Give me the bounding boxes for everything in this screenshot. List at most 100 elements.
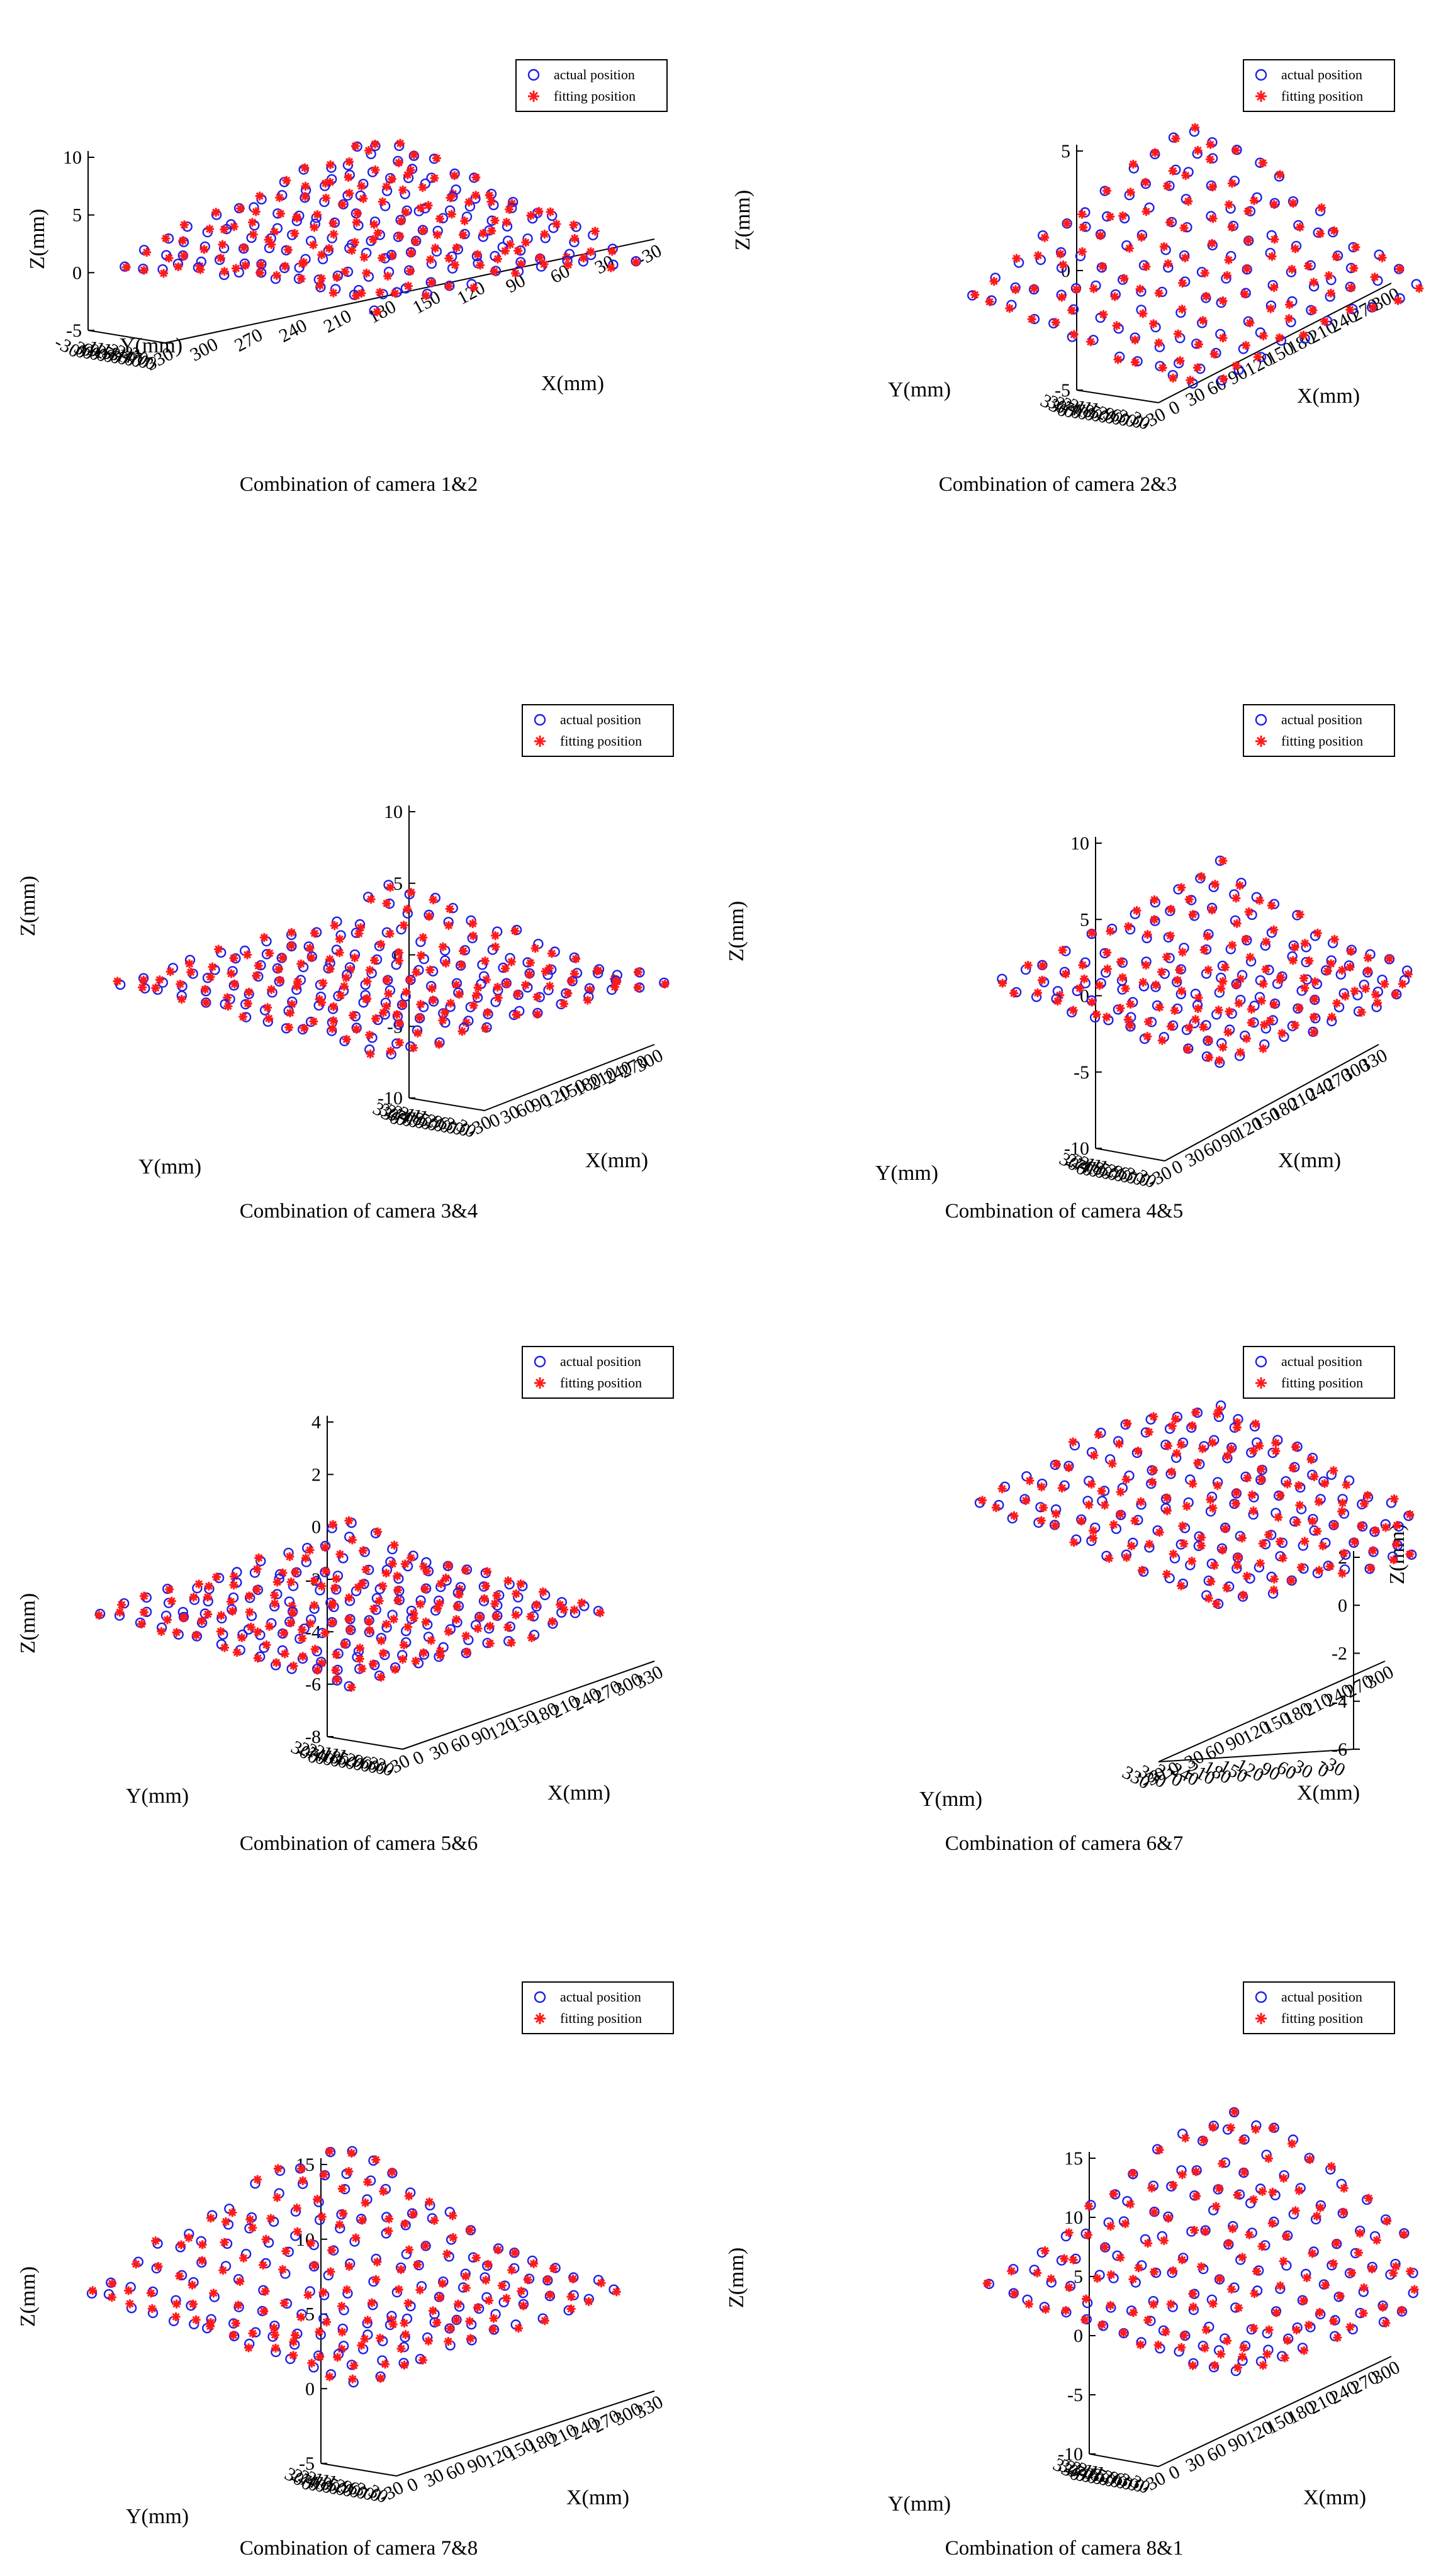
fitting-position-point xyxy=(392,1010,401,1019)
fitting-position-point xyxy=(1249,196,1259,205)
fitting-position-point xyxy=(253,1627,262,1637)
fitting-position-point xyxy=(172,2299,181,2309)
fitting-position-point xyxy=(1330,226,1339,235)
fitting-position-point xyxy=(458,230,468,240)
actual-position-point xyxy=(344,1532,355,1542)
fitting-position-point xyxy=(409,1043,418,1053)
actual-position-point xyxy=(1255,327,1266,338)
fitting-position-point xyxy=(1052,1509,1061,1518)
fitting-position-point xyxy=(1119,274,1129,283)
fitting-position-point xyxy=(547,949,556,958)
fitting-position-point xyxy=(1313,1526,1322,1536)
fitting-position-point xyxy=(1179,2331,1189,2340)
fitting-position-point xyxy=(1278,1554,1287,1563)
fitting-position-point xyxy=(1313,928,1322,938)
fitting-position-point xyxy=(335,2220,344,2229)
fitting-position-point xyxy=(1072,284,1081,294)
actual-position-point xyxy=(564,249,575,259)
fitting-position-point xyxy=(1177,883,1186,892)
fitting-position-point xyxy=(315,2352,325,2361)
fitting-position-point xyxy=(1179,1539,1189,1548)
fitting-position-point xyxy=(401,208,410,217)
fitting-position-point xyxy=(998,978,1007,988)
fitting-position-point xyxy=(1383,2217,1392,2226)
z-tick-label: -8 xyxy=(305,1727,321,1747)
fitting-position-point xyxy=(178,236,188,245)
fitting-position-point xyxy=(1233,2363,1242,2372)
actual-position-point xyxy=(452,244,463,255)
chart-panel-7: 15 10 5 0 -5 -30 0 30 60 90 120 150 180 210 240 270 300 3… xyxy=(0,1931,718,2575)
fitting-position-point xyxy=(379,1649,388,1658)
fitting-position-point xyxy=(1309,277,1318,287)
fitting-position-point xyxy=(1294,1481,1303,1490)
fitting-position-point xyxy=(198,2240,207,2249)
fitting-position-point xyxy=(1296,1562,1306,1572)
fitting-position-point xyxy=(286,1577,296,1587)
fitting-position-point xyxy=(288,1608,298,1618)
fitting-position-point xyxy=(511,269,520,278)
fitting-position-point xyxy=(354,929,364,938)
fitting-position-point xyxy=(1206,1495,1215,1504)
fitting-position-point xyxy=(1149,319,1158,328)
fitting-position-point xyxy=(232,1648,242,1657)
fitting-position-point xyxy=(1096,231,1105,240)
fitting-position-point xyxy=(1268,2188,1277,2197)
fitting-position-point xyxy=(563,260,573,269)
fitting-position-point xyxy=(461,1018,471,1028)
fitting-position-point xyxy=(1075,983,1084,993)
fitting-position-point xyxy=(289,2337,298,2346)
fitting-position-point xyxy=(336,991,345,1000)
y-axis-label: Y(mm) xyxy=(138,1155,201,1179)
fitting-position-point xyxy=(1314,1497,1323,1506)
fitting-position-point xyxy=(1161,2327,1170,2336)
fitting-position-point xyxy=(444,2337,453,2346)
fitting-position-point xyxy=(1310,977,1320,987)
fitting-position-point xyxy=(1231,1488,1241,1498)
fitting-position-point xyxy=(485,1638,495,1648)
fitting-position-point xyxy=(364,1616,374,1626)
fitting-position-point xyxy=(633,983,642,992)
fitting-position-point xyxy=(417,951,426,960)
fitting-position-point xyxy=(371,2155,381,2164)
actual-position-point xyxy=(1242,935,1252,946)
fitting-position-point xyxy=(493,993,503,1002)
fitting-position-point xyxy=(403,1622,413,1632)
fitting-position-point xyxy=(1162,952,1172,961)
fitting-position-point xyxy=(1077,247,1087,257)
fitting-position-point xyxy=(1138,309,1148,318)
fitting-position-point xyxy=(1372,2236,1381,2245)
fitting-position-point xyxy=(460,216,469,226)
fitting-position-point xyxy=(1227,223,1237,232)
fitting-position-point xyxy=(475,1613,485,1622)
fitting-position-point xyxy=(985,297,994,306)
fitting-position-point xyxy=(1248,1446,1258,1455)
fitting-position-point xyxy=(339,982,349,991)
fitting-position-point xyxy=(1203,931,1212,941)
fitting-position-point xyxy=(450,260,459,270)
fitting-position-point xyxy=(540,230,549,239)
fitting-position-point xyxy=(271,2343,280,2353)
fitting-position-point xyxy=(1148,1477,1157,1487)
fitting-position-point xyxy=(248,2329,257,2338)
fitting-position-point xyxy=(1248,1506,1258,1516)
fitting-position-point xyxy=(461,1631,471,1640)
fitting-position-point xyxy=(191,2315,201,2324)
fitting-position-point xyxy=(272,2193,282,2202)
fitting-position-point xyxy=(1269,1585,1279,1594)
fitting-position-point xyxy=(1304,2321,1313,2330)
fitting-position-point xyxy=(1171,134,1181,143)
fitting-position-point xyxy=(1149,1412,1158,1421)
fitting-position-point xyxy=(418,2355,427,2365)
fitting-position-point xyxy=(612,2287,621,2297)
fitting-position-point xyxy=(348,1011,357,1020)
fitting-position-point xyxy=(308,240,318,250)
fitting-position-point xyxy=(1222,271,1231,280)
fitting-position-point xyxy=(398,1655,408,1664)
fitting-position-point xyxy=(478,228,488,238)
fitting-position-point xyxy=(398,185,408,194)
fitting-position-point xyxy=(493,254,502,264)
fitting-position-point xyxy=(373,228,383,238)
actual-position-point xyxy=(258,2285,269,2295)
fitting-position-point xyxy=(1201,291,1211,301)
actual-position-point xyxy=(1252,2285,1263,2296)
